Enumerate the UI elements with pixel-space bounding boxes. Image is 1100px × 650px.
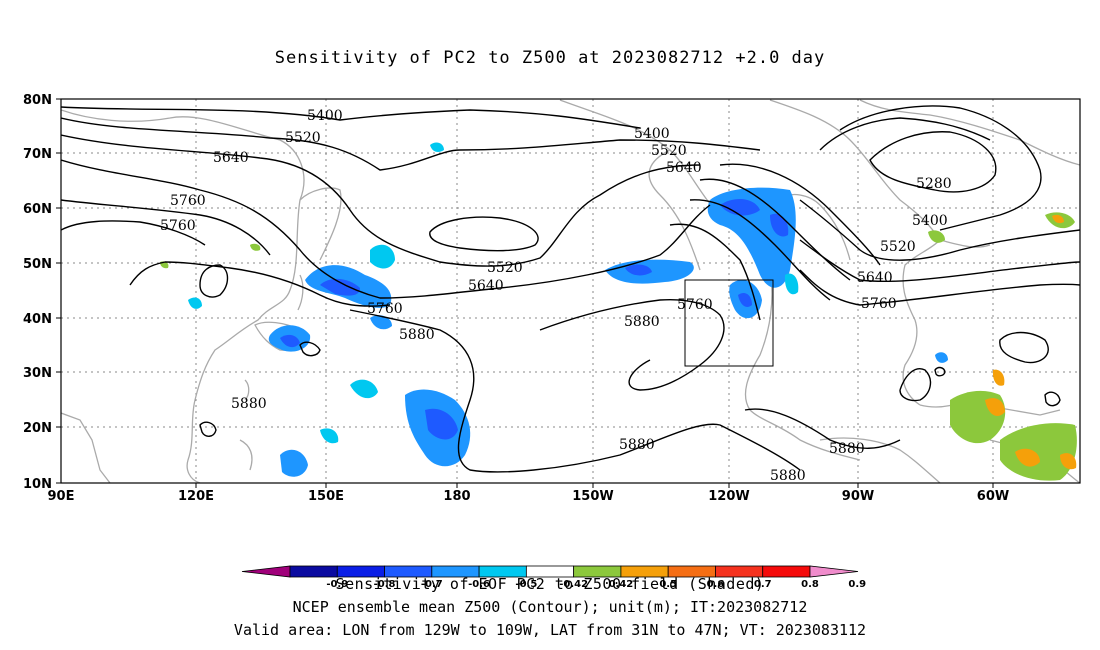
colorbar-tick-label: -0.42	[559, 579, 588, 590]
negative-sensitivity-shading	[188, 142, 948, 477]
lon-label: 90W	[842, 489, 874, 504]
contour-label: 5880	[231, 396, 267, 412]
contour-label: 5880	[624, 314, 660, 330]
lat-label: 20N	[23, 421, 52, 436]
contour-label: 5760	[367, 301, 403, 317]
lat-label: 40N	[23, 312, 52, 327]
longitude-labels: 90E 120E 150E 180 150W 120W 90W 60W	[48, 489, 1010, 504]
z500-contours	[61, 105, 1080, 473]
contour-label: 5400	[634, 126, 670, 142]
colorbar-tick-label: -0.5	[515, 579, 537, 590]
positive-sensitivity-shading	[160, 212, 1077, 481]
caption-valid-area: Valid area: LON from 129W to 109W, LAT f…	[233, 621, 867, 639]
contour-label: 5400	[307, 108, 343, 124]
latitude-labels: 80N 70N 60N 50N 40N 30N 20N 10N	[23, 93, 52, 492]
colorbar-tick-label: -0.9	[326, 579, 348, 590]
lon-label: 150W	[572, 489, 613, 504]
contour-label: 5520	[880, 239, 916, 255]
lat-label: 60N	[23, 202, 52, 217]
contour-label: 5880	[399, 327, 435, 343]
valid-area-box	[684, 279, 774, 367]
contour-label: 5760	[160, 218, 196, 234]
colorbar: -0.9 -0.8 -0.7 -0.6 -0.5 -0.42 0.42 0.5 0.6 0.7 0.…	[241, 565, 866, 590]
contour-label: 5640	[468, 278, 504, 294]
colorbar-tick-label: 0.5	[659, 579, 677, 590]
lon-label: 120E	[178, 489, 214, 504]
colorbar-tick-label: -0.6	[468, 579, 490, 590]
colorbar-tick-label: 0.7	[754, 579, 772, 590]
lat-label: 50N	[23, 257, 52, 272]
lon-label: 90E	[48, 489, 75, 504]
lon-label: 60W	[977, 489, 1009, 504]
contour-label: 5880	[770, 468, 806, 484]
contour-label: 5280	[916, 176, 952, 192]
contour-label: 5640	[666, 160, 702, 176]
coastlines	[61, 99, 1080, 483]
lon-label: 180	[443, 489, 470, 504]
map-title: Sensitivity of PC2 to Z500 at 2023082712…	[274, 48, 826, 68]
colorbar-tick-label: -0.7	[421, 579, 443, 590]
contour-label: 5640	[213, 150, 249, 166]
caption-contour: NCEP ensemble mean Z500 (Contour); unit(…	[292, 598, 808, 616]
contour-label: 5760	[170, 193, 206, 209]
colorbar-arrow-right	[809, 565, 859, 578]
colorbar-tick-label: 0.9	[848, 579, 866, 590]
map-frame	[60, 98, 1081, 484]
axis-ticks	[56, 98, 994, 488]
contour-label: 5760	[861, 296, 897, 312]
contour-label: 5520	[285, 130, 321, 146]
lat-label: 10N	[23, 477, 52, 492]
colorbar-tick-label: 0.42	[609, 579, 634, 590]
contour-label: 5640	[857, 270, 893, 286]
lon-label: 150E	[308, 489, 344, 504]
lat-label: 70N	[23, 147, 52, 162]
contour-labels: 5400 5520 5640 5760 5760 5760 5880 5880 …	[160, 108, 952, 484]
contour-label: 5400	[912, 213, 948, 229]
colorbar-tick-label: 0.6	[707, 579, 725, 590]
map-area	[61, 99, 1080, 483]
contour-label: 5880	[619, 437, 655, 453]
colorbar-tick-label: -0.8	[374, 579, 396, 590]
lat-label: 80N	[23, 93, 52, 108]
contour-label: 5760	[677, 297, 713, 313]
contour-label: 5520	[651, 143, 687, 159]
colorbar-tick-label: 0.8	[801, 579, 819, 590]
contour-label: 5880	[829, 441, 865, 457]
contour-label: 5520	[487, 260, 523, 276]
lat-label: 30N	[23, 366, 52, 381]
caption-shading: Sensitivity of EOF PC2 to Z500 field (Sh…	[335, 575, 765, 593]
lon-label: 120W	[708, 489, 749, 504]
